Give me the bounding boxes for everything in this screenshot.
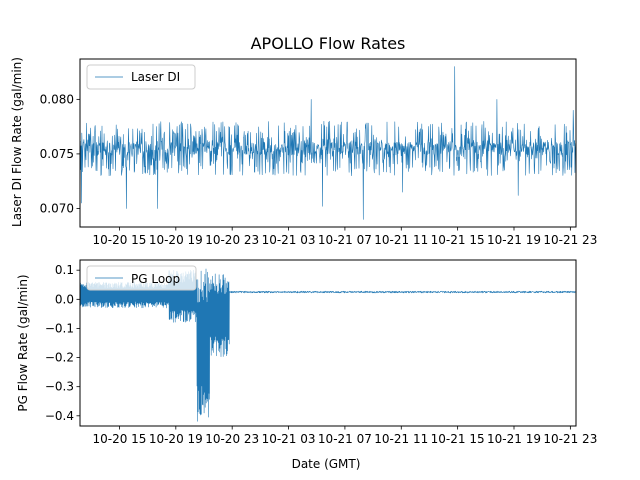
laser-di-x-tick-label: 10-21 07 bbox=[318, 233, 372, 247]
pg-x-tick-label: 10-21 19 bbox=[487, 432, 541, 446]
pg-x-tick-label: 10-21 11 bbox=[374, 432, 428, 446]
pg-x-tick-label: 10-20 15 bbox=[92, 432, 146, 446]
laser-di-x-tick-label: 10-20 19 bbox=[149, 233, 203, 247]
pg-y-ticks: −0.4 −0.3 −0.2 −0.1 0.0 0.1 bbox=[45, 263, 80, 423]
pg-y-tick-label: −0.1 bbox=[45, 321, 74, 335]
pg-x-tick-label: 10-21 07 bbox=[318, 432, 372, 446]
pg-x-tick-label: 10-21 03 bbox=[262, 432, 316, 446]
laser-di-y-tick-label: 0.080 bbox=[40, 92, 74, 106]
chart-title: APOLLO Flow Rates bbox=[251, 34, 406, 53]
legend-box bbox=[86, 265, 197, 291]
laser-di-x-tick-label: 10-20 15 bbox=[92, 233, 146, 247]
pg-x-tick-label: 10-20 19 bbox=[149, 432, 203, 446]
pg-loop-plot-area bbox=[80, 268, 576, 422]
pg-y-axis-label: PG Flow Rate (gal/min) bbox=[16, 274, 30, 411]
pg-y-tick-label: 0.1 bbox=[55, 263, 74, 277]
pg-x-tick-label: 10-20 23 bbox=[205, 432, 259, 446]
legend-label-pg-loop: PG Loop bbox=[131, 272, 180, 286]
laser-di-x-tick-label: 10-20 23 bbox=[205, 233, 259, 247]
pg-y-tick-label: 0.0 bbox=[55, 292, 74, 306]
pg-y-tick-label: −0.3 bbox=[45, 380, 74, 394]
pg-loop-panel: PG Flow Rate (gal/min) Date (GMT) −0.4−0… bbox=[16, 259, 597, 471]
laser-di-x-tick-label: 10-21 11 bbox=[374, 233, 428, 247]
legend-label-laser-di: Laser DI bbox=[131, 70, 180, 84]
laser-di-y-tick-label: 0.070 bbox=[40, 201, 74, 215]
pg-x-tick-label: 10-21 23 bbox=[543, 432, 597, 446]
laser-di-axes-frame bbox=[79, 58, 577, 228]
laser-di-x-tick-label: 10-21 19 bbox=[487, 233, 541, 247]
laser-di-series-line bbox=[80, 66, 576, 220]
laser-di-x-ticks: 10-20 15 10-20 19 10-20 23 10-21 03 10-21 07… bbox=[92, 227, 597, 247]
pg-x-tick-label: 10-21 15 bbox=[431, 432, 485, 446]
laser-di-y-tick-label: 0.075 bbox=[40, 147, 74, 161]
laser-di-x-tick-label: 10-21 15 bbox=[431, 233, 485, 247]
laser-di-plot-area bbox=[80, 66, 576, 220]
pg-axes-frame bbox=[79, 259, 577, 427]
laser-di-x-tick-label: 10-21 03 bbox=[262, 233, 316, 247]
laser-di-x-tick-label: 10-21 23 bbox=[543, 233, 597, 247]
laser-di-y-axis-label: Laser DI Flow Rate (gal/min) bbox=[10, 57, 24, 227]
pg-y-tick-label: −0.4 bbox=[45, 409, 74, 423]
laser-di-panel: APOLLO Flow Rates Laser DI Flow Rate (ga… bbox=[10, 34, 597, 247]
pg-series-line bbox=[80, 268, 576, 422]
x-axis-label: Date (GMT) bbox=[292, 457, 361, 471]
pg-x-ticks: 10-20 15 10-20 19 10-20 23 10-21 03 10-21 07… bbox=[92, 426, 597, 446]
laser-di-y-ticks: 0.070 0.075 0.080 bbox=[40, 92, 80, 215]
pg-loop-legend: PG Loop bbox=[86, 265, 197, 291]
laser-di-legend: Laser DI bbox=[86, 64, 196, 90]
legend-box bbox=[86, 64, 196, 90]
pg-y-tick-label: −0.2 bbox=[45, 351, 74, 365]
